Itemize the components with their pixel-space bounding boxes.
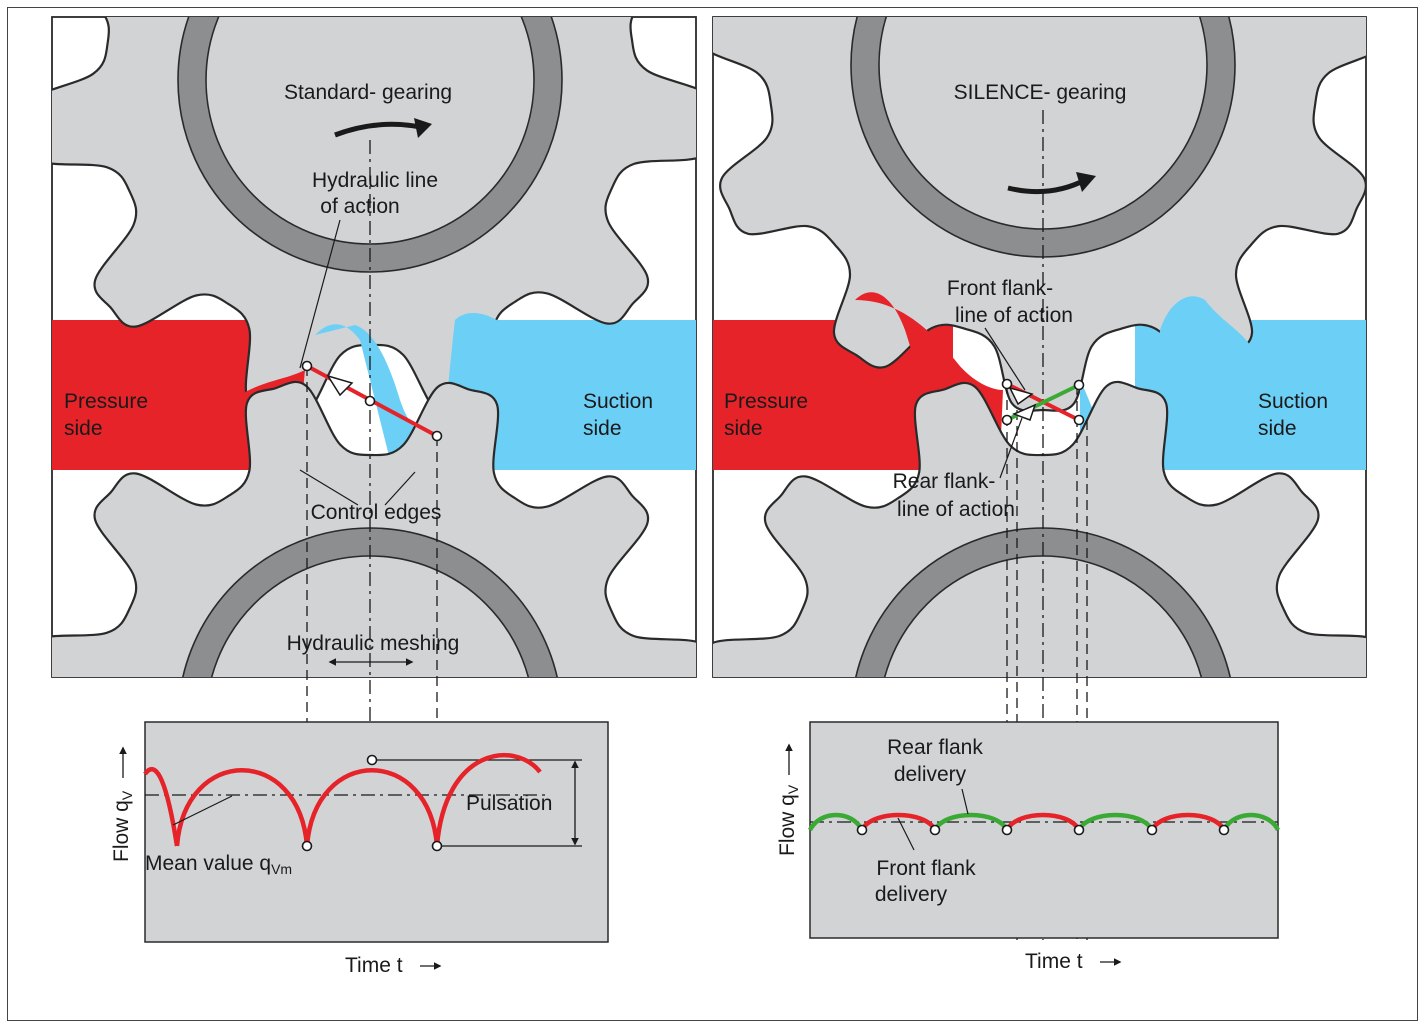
right-plot-area (809, 721, 1279, 939)
hydraulic-meshing-label: Hydraulic meshing (287, 632, 460, 655)
pressure-label-right-2: side (724, 417, 763, 440)
rotation-arrow-head-right (1076, 172, 1096, 192)
front-delivery-label-1: Front flank (876, 857, 976, 880)
left-panel-title: Standard- gearing (284, 81, 452, 104)
left-gearing-panel: Standard- gearing Hydraulic line of acti… (51, 16, 697, 940)
pulsation-label: Pulsation (466, 792, 552, 815)
left-plot-area (144, 721, 609, 943)
mean-value-leader (172, 795, 233, 826)
delivery-arch (1221, 812, 1281, 832)
plot-node-l2 (366, 754, 378, 766)
rear-delivery-leader (961, 788, 969, 815)
delivery-arch (932, 812, 1010, 832)
flow-curves-right (807, 812, 1281, 832)
suction-label-right-2: side (1258, 417, 1297, 440)
pressure-label-left-2: side (64, 417, 103, 440)
rear-delivery-label-1: Rear flank (887, 736, 983, 759)
rear-flank-label-2: line of action (897, 498, 1015, 521)
right-x-axis-label: Time t (1025, 950, 1083, 973)
plot-nodes-right (856, 824, 1230, 836)
front-delivery-leader (897, 817, 915, 851)
delivery-node (1073, 824, 1085, 836)
pressure-label-right-1: Pressure (724, 390, 808, 413)
right-gearing-panel: SILENCE- gearing Front flank- line of ac… (712, 16, 1367, 940)
rear-action-arrow (1011, 403, 1037, 421)
rotation-arrow-right (1007, 177, 1087, 195)
upper-hub-outer-left (177, 17, 563, 273)
mean-value-label: Mean value qVm (145, 852, 292, 877)
node-r3 (1073, 379, 1085, 391)
front-flank-label-1: Front flank- (947, 277, 1053, 300)
delivery-node (1146, 824, 1158, 836)
plot-node-l3 (431, 840, 443, 852)
left-x-axis-label: Time t (345, 954, 403, 977)
node-r2 (1001, 414, 1013, 426)
right-panel-title: SILENCE- gearing (954, 81, 1127, 104)
delivery-node (856, 824, 868, 836)
rear-flank-leader (999, 417, 1023, 479)
left-y-axis-label: Flow qV (110, 790, 135, 862)
front-delivery-label-2: delivery (875, 883, 948, 906)
front-flank-leader (984, 327, 1026, 391)
control-edges-leader-2 (384, 471, 416, 506)
hydraulic-line-leader (299, 219, 341, 369)
control-edge-node-2 (431, 430, 443, 442)
hydraulic-line-label-2: of action (320, 195, 399, 218)
delivery-node (1001, 824, 1013, 836)
flow-curve-left (143, 752, 542, 847)
delivery-arch (859, 812, 938, 832)
plot-node-l1 (301, 840, 313, 852)
rear-delivery-label-2: delivery (894, 763, 967, 786)
delivery-node (929, 824, 941, 836)
pressure-label-left-1: Pressure (64, 390, 148, 413)
right-flow-plot: Rear flank delivery Front flank delivery… (776, 721, 1281, 973)
suction-label-left-1: Suction (583, 390, 653, 413)
delivery-arch (1004, 812, 1082, 832)
figure-frame (7, 7, 1418, 1021)
hydraulic-line-label-1: Hydraulic line (312, 169, 438, 192)
delivery-arch (1149, 812, 1227, 832)
rotation-arrow-head-left (414, 118, 432, 138)
right-y-axis-label: Flow qV (776, 784, 801, 856)
control-edges-label: Control edges (311, 501, 442, 524)
suction-label-left-2: side (583, 417, 622, 440)
lower-hub-left (182, 528, 558, 677)
suction-label-right-1: Suction (1258, 390, 1328, 413)
control-edge-node-1 (301, 360, 313, 372)
delivery-arch (1076, 812, 1155, 832)
action-direction-arrow-left (326, 374, 354, 397)
rear-flank-label-1: Rear flank- (893, 470, 996, 493)
node-r4 (1073, 414, 1085, 426)
suction-pocket-right (1080, 296, 1250, 470)
left-flow-plot: Pulsation Mean value qVm Time t Flow qV (110, 721, 609, 977)
front-flank-label-2: line of action (955, 304, 1073, 327)
delivery-node (1218, 824, 1230, 836)
upper-hub-inner-left (205, 17, 535, 245)
node-r1 (1001, 378, 1013, 390)
control-edges-leader-1 (299, 469, 359, 506)
upper-hub-right (851, 17, 1235, 257)
front-action-arrow (1008, 386, 1034, 406)
pitch-node-left (364, 395, 376, 407)
delivery-arch (807, 812, 865, 832)
